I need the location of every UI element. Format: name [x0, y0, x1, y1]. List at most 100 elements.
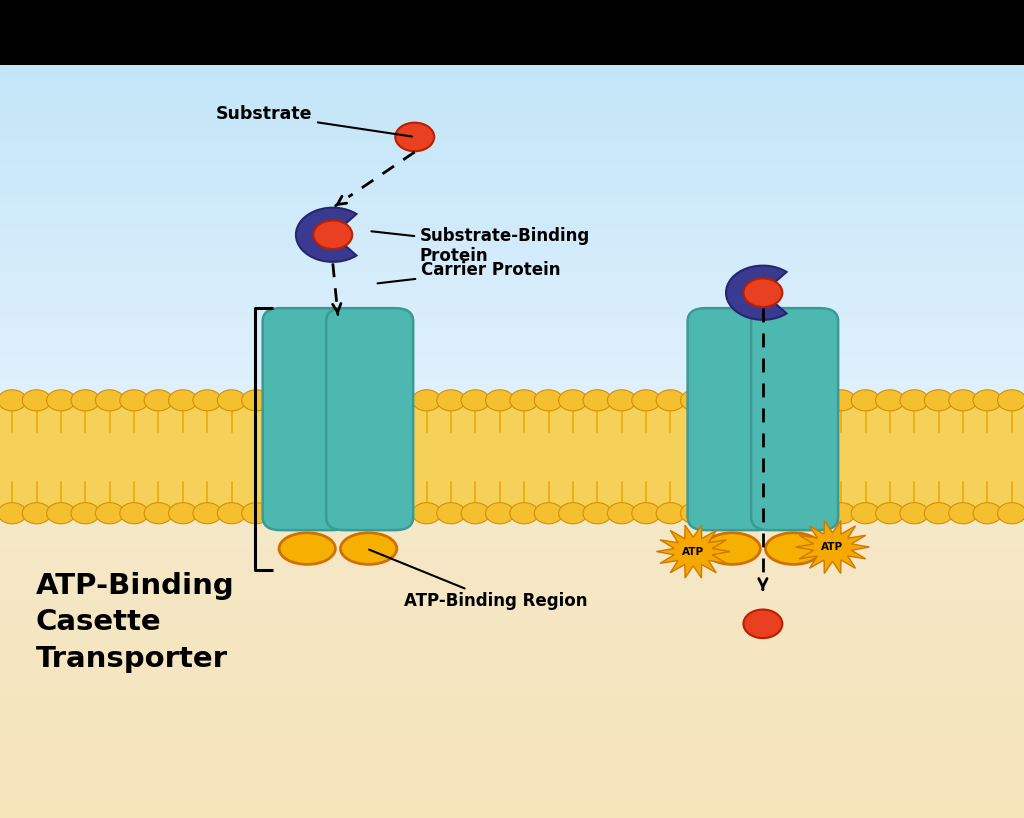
Circle shape [535, 503, 563, 524]
Bar [0, 618, 1024, 620]
Bar [0, 580, 1024, 582]
Bar [0, 444, 1024, 447]
Bar [0, 798, 1024, 801]
Circle shape [973, 390, 1001, 411]
Text: Substrate: Substrate [216, 106, 412, 137]
Wedge shape [726, 266, 786, 320]
Bar [0, 569, 1024, 572]
Circle shape [23, 503, 51, 524]
Bar [0, 590, 1024, 592]
Bar [0, 557, 1024, 560]
Bar [0, 83, 1024, 86]
Bar [0, 213, 1024, 216]
Bar [0, 218, 1024, 221]
Bar [0, 442, 1024, 444]
Circle shape [681, 390, 710, 411]
Bar [0, 465, 1024, 467]
Bar [0, 317, 1024, 319]
Bar [0, 352, 1024, 354]
Bar [0, 289, 1024, 291]
Bar [0, 239, 1024, 241]
Bar [0, 284, 1024, 286]
Bar [0, 226, 1024, 228]
Bar [0, 622, 1024, 625]
Bar [0, 532, 1024, 534]
Bar [0, 362, 1024, 364]
Bar [0, 321, 1024, 324]
Bar [0, 695, 1024, 698]
Bar [0, 482, 1024, 484]
Circle shape [193, 503, 221, 524]
Circle shape [925, 503, 953, 524]
Circle shape [973, 503, 1001, 524]
Bar [0, 251, 1024, 254]
Bar [0, 803, 1024, 806]
Bar [0, 233, 1024, 236]
Circle shape [607, 503, 636, 524]
Bar [0, 439, 1024, 442]
Bar [0, 733, 1024, 735]
Bar [0, 141, 1024, 143]
Bar [0, 766, 1024, 768]
Bar [0, 91, 1024, 93]
Bar [0, 110, 1024, 113]
Circle shape [144, 503, 173, 524]
Bar [0, 585, 1024, 587]
Bar [0, 555, 1024, 557]
Bar [0, 735, 1024, 738]
Bar [0, 86, 1024, 88]
Bar [0, 748, 1024, 750]
Bar [0, 690, 1024, 693]
Bar [0, 447, 1024, 449]
Circle shape [851, 503, 880, 524]
Circle shape [826, 503, 855, 524]
Bar [0, 677, 1024, 680]
Bar [0, 193, 1024, 196]
Bar [0, 537, 1024, 540]
Bar [0, 680, 1024, 682]
Bar [0, 663, 1024, 665]
Bar [0, 698, 1024, 700]
Bar [0, 620, 1024, 622]
Bar [0, 775, 1024, 778]
Bar [0, 274, 1024, 276]
Bar [0, 201, 1024, 204]
Bar [0, 519, 1024, 522]
Bar [0, 515, 1024, 517]
Bar [0, 258, 1024, 261]
Bar [0, 276, 1024, 279]
Bar [0, 773, 1024, 775]
Polygon shape [796, 521, 869, 573]
Ellipse shape [340, 533, 397, 564]
Bar [0, 339, 1024, 341]
Bar [0, 334, 1024, 336]
Circle shape [436, 503, 465, 524]
Bar [0, 427, 1024, 429]
Bar [0, 728, 1024, 730]
Circle shape [656, 503, 685, 524]
Bar [0, 750, 1024, 753]
Circle shape [876, 390, 904, 411]
Bar [0, 176, 1024, 178]
Bar [0, 394, 1024, 397]
Bar [0, 115, 1024, 118]
Bar [0, 331, 1024, 334]
Circle shape [743, 278, 782, 307]
Text: ATP-Binding
Casette
Transporter: ATP-Binding Casette Transporter [36, 572, 234, 673]
Bar [0, 607, 1024, 609]
Circle shape [743, 609, 782, 638]
Circle shape [510, 503, 539, 524]
Circle shape [144, 390, 173, 411]
Bar [0, 474, 1024, 477]
Circle shape [388, 503, 417, 524]
Bar [0, 186, 1024, 188]
Bar [0, 672, 1024, 675]
Bar [0, 605, 1024, 607]
FancyBboxPatch shape [262, 308, 350, 530]
Bar [0, 432, 1024, 434]
Bar [0, 658, 1024, 660]
Circle shape [0, 503, 27, 524]
Bar [0, 266, 1024, 268]
Bar [0, 529, 1024, 532]
Circle shape [925, 390, 953, 411]
